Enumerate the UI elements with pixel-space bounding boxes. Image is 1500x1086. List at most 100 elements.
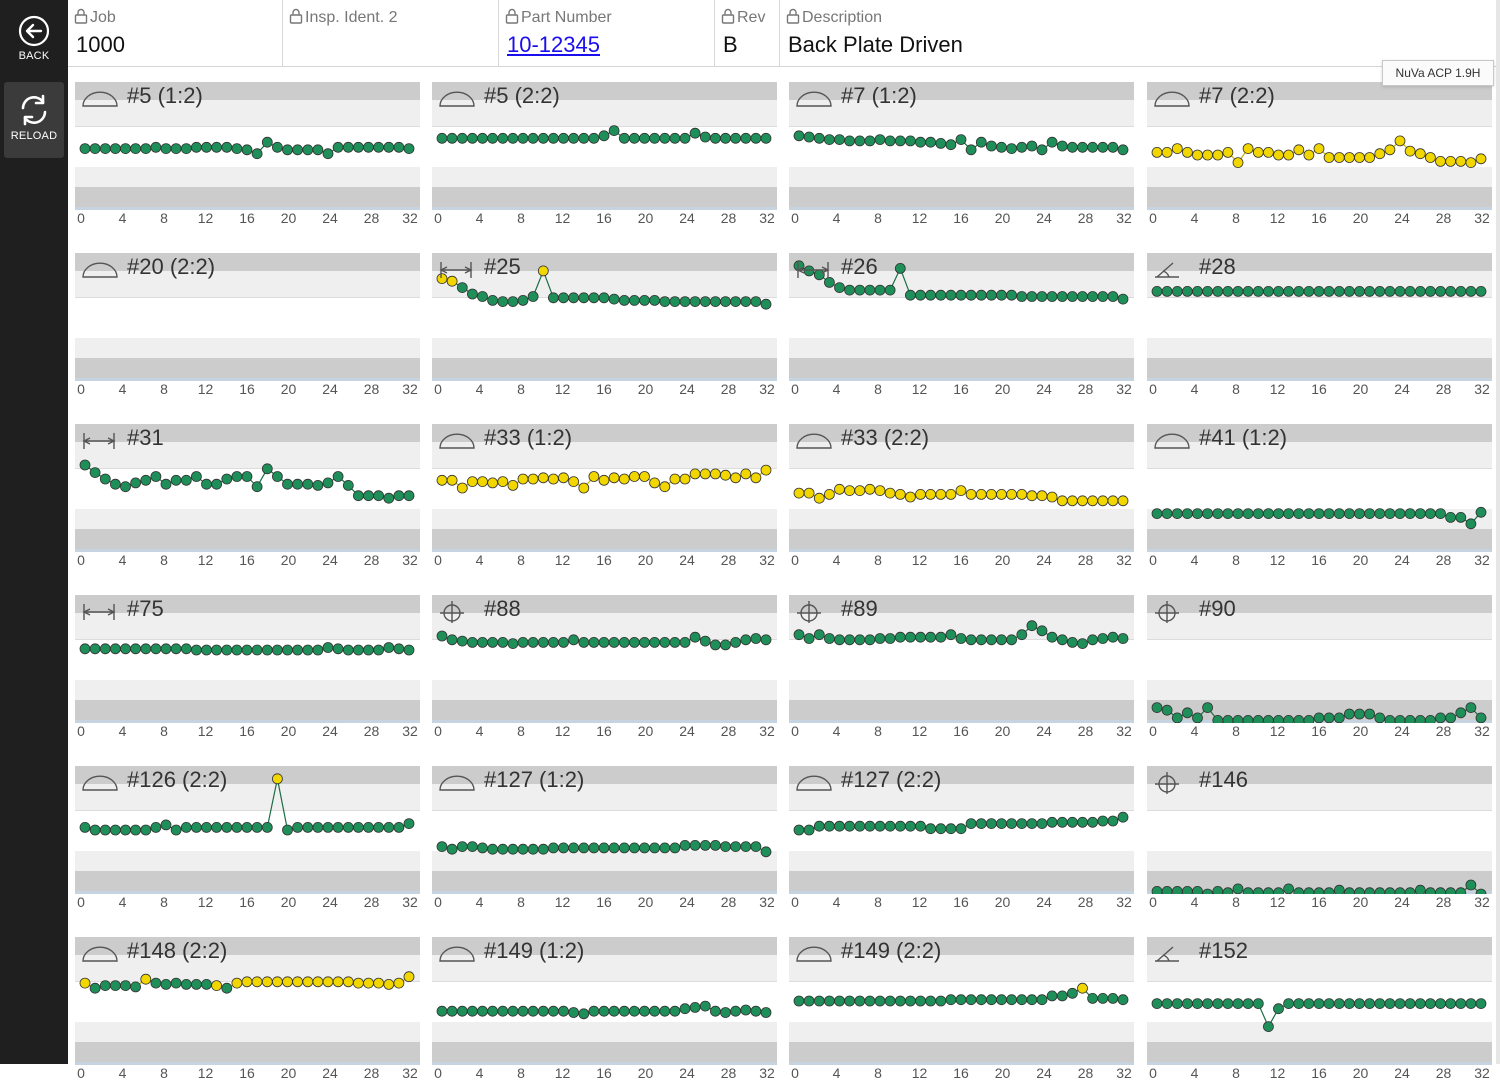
data-point <box>1016 291 1028 302</box>
lower-warning-band <box>1147 167 1492 187</box>
data-point <box>639 842 650 854</box>
x-axis-labels: 0 4 8 12 16 20 24 28 32 <box>432 723 777 741</box>
data-point <box>507 843 519 855</box>
control-chart[interactable]: #31 0 4 8 12 16 20 24 28 32 <box>75 408 420 573</box>
control-chart[interactable]: #5 (1:2) 0 4 8 12 16 20 24 28 32 <box>75 66 420 231</box>
upper-warning-band <box>75 442 420 469</box>
data-point <box>1425 715 1436 723</box>
data-point <box>598 842 610 854</box>
data-point <box>864 820 876 832</box>
data-point <box>628 132 640 144</box>
x-tick-label: 0 <box>791 552 799 568</box>
control-chart[interactable]: #26 0 4 8 12 16 20 24 28 32 <box>789 237 1134 402</box>
x-axis-labels: 0 4 8 12 16 20 24 28 32 <box>75 381 420 399</box>
data-point <box>282 824 293 836</box>
data-point <box>1222 147 1234 158</box>
chart-plot <box>75 82 420 210</box>
data-point <box>271 471 283 482</box>
data-point <box>467 132 478 144</box>
data-point <box>760 132 772 144</box>
data-point <box>507 480 519 491</box>
data-point <box>1313 998 1325 1009</box>
control-chart[interactable]: #149 (1:2) 0 4 8 12 16 20 24 28 32 <box>432 921 777 1086</box>
rev-field: Rev B <box>715 0 780 66</box>
data-point <box>120 643 131 655</box>
x-tick-label: 32 <box>759 552 775 568</box>
data-point <box>446 634 458 646</box>
data-point <box>1384 286 1396 297</box>
control-chart[interactable]: #89 0 4 8 12 16 20 24 28 32 <box>789 579 1134 744</box>
control-chart[interactable]: #152 0 4 8 12 16 20 24 28 32 <box>1147 921 1492 1086</box>
chart-title: #149 (2:2) <box>841 938 942 963</box>
upper-limit-band <box>432 424 777 442</box>
data-point <box>456 282 468 293</box>
control-chart[interactable]: #88 0 4 8 12 16 20 24 28 32 <box>432 579 777 744</box>
data-point <box>975 634 987 646</box>
upper-warning-line <box>75 639 420 640</box>
reload-button[interactable]: RELOAD <box>4 82 64 158</box>
data-point <box>201 822 212 833</box>
control-chart[interactable]: #25 0 4 8 12 16 20 24 28 32 <box>432 237 777 402</box>
data-point <box>730 296 742 307</box>
upper-warning-line <box>1147 468 1492 469</box>
control-chart[interactable]: #33 (2:2) 0 4 8 12 16 20 24 28 32 <box>789 408 1134 573</box>
data-point <box>975 994 987 1006</box>
data-point <box>1097 815 1109 827</box>
data-point <box>1293 508 1305 519</box>
control-chart[interactable]: #7 (2:2) 0 4 8 12 16 20 24 28 32 <box>1147 66 1492 231</box>
data-point <box>1364 152 1376 163</box>
data-point <box>1414 508 1426 519</box>
x-tick-label: 4 <box>475 1065 484 1081</box>
data-point <box>588 292 600 304</box>
control-chart[interactable]: #7 (1:2) 0 4 8 12 16 20 24 28 32 <box>789 66 1134 231</box>
data-point <box>1202 286 1213 297</box>
control-chart[interactable]: #127 (2:2) 0 4 8 12 16 20 24 28 32 <box>789 750 1134 915</box>
upper-warning-line <box>1147 810 1492 811</box>
data-point <box>578 132 590 144</box>
data-point <box>985 994 997 1006</box>
data-point <box>813 629 825 641</box>
data-point <box>130 981 141 993</box>
control-chart[interactable]: #148 (2:2) 0 4 8 12 16 20 24 28 32 <box>75 921 420 1086</box>
data-point <box>1354 998 1365 1009</box>
data-point <box>874 995 886 1007</box>
control-chart[interactable]: #28 0 4 8 12 16 20 24 28 32 <box>1147 237 1492 402</box>
data-point <box>89 467 101 478</box>
control-chart[interactable]: #75 0 4 8 12 16 20 24 28 32 <box>75 579 420 744</box>
data-point <box>854 995 866 1007</box>
x-tick-label: 0 <box>434 894 442 910</box>
data-point <box>669 1005 681 1017</box>
data-point <box>1354 508 1365 519</box>
data-point <box>322 148 334 160</box>
lower-limit-band <box>75 1042 420 1062</box>
x-tick-label: 4 <box>1190 552 1199 568</box>
data-point <box>659 481 671 493</box>
control-chart[interactable]: #127 (1:2) 0 4 8 12 16 20 24 28 32 <box>432 750 777 915</box>
back-button[interactable]: BACK <box>4 4 64 80</box>
upper-warning-band <box>789 100 1134 127</box>
position-icon <box>82 604 116 620</box>
x-tick-label: 8 <box>517 552 525 568</box>
control-chart[interactable]: #90 0 4 8 12 16 20 24 28 32 <box>1147 579 1492 744</box>
control-chart[interactable]: #33 (1:2) 0 4 8 12 16 20 24 28 32 <box>432 408 777 573</box>
data-point <box>1293 144 1305 156</box>
control-chart[interactable]: #126 (2:2) 0 4 8 12 16 20 24 28 32 <box>75 750 420 915</box>
control-chart[interactable]: #41 (1:2) 0 4 8 12 16 20 24 28 32 <box>1147 408 1492 573</box>
x-tick-label: 20 <box>1352 552 1369 568</box>
data-point <box>874 134 886 145</box>
gdt-symbol <box>438 943 478 970</box>
control-chart[interactable]: #20 (2:2) 0 4 8 12 16 20 24 28 32 <box>75 237 420 402</box>
control-chart[interactable]: #149 (2:2) 0 4 8 12 16 20 24 28 32 <box>789 921 1134 1086</box>
data-point <box>1161 886 1173 894</box>
data-point <box>1435 508 1446 519</box>
control-chart[interactable]: #146 0 4 8 12 16 20 24 28 32 <box>1147 750 1492 915</box>
data-point <box>1077 141 1088 153</box>
x-tick-label: 28 <box>363 381 380 397</box>
lower-limit-band <box>432 187 777 207</box>
data-point <box>699 840 711 851</box>
data-point <box>1273 508 1284 519</box>
upper-limit-band <box>75 595 420 613</box>
control-chart[interactable]: #5 (2:2) 0 4 8 12 16 20 24 28 32 <box>432 66 777 231</box>
part-number-link[interactable]: 10-12345 <box>507 32 600 57</box>
lower-warning-band <box>432 509 777 529</box>
